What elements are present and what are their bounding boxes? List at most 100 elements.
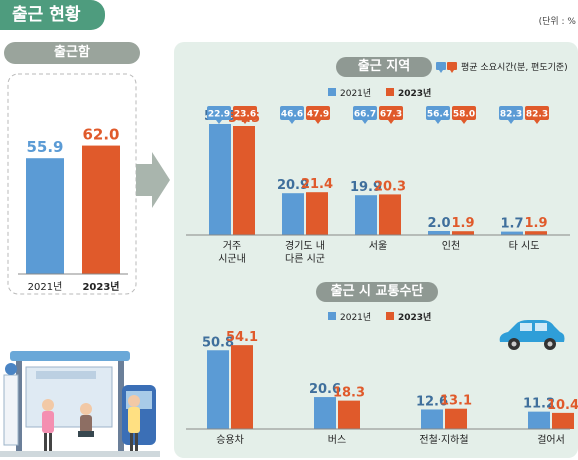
- tick-label-0: 승용차: [216, 434, 244, 446]
- bar-2-0: [421, 409, 443, 429]
- data-label-4-1: 1.9: [524, 216, 547, 231]
- avg-time-pointer-2-0: [362, 120, 368, 124]
- avg-time-value-1-0: 46.6: [281, 110, 303, 120]
- data-label-0: 55.9: [26, 138, 63, 156]
- legend-label-0: 2021년: [340, 88, 371, 99]
- data-label-3-0: 2.0: [427, 216, 450, 231]
- bar-2-1: [445, 408, 467, 429]
- unit-label: (단위 : %: [538, 17, 576, 27]
- bar-4-0: [501, 231, 523, 235]
- bus-stop-illustration: [0, 351, 160, 457]
- tick-label-0: 2021년: [28, 281, 63, 293]
- avg-time-badge-3-0: [426, 106, 450, 120]
- transport-title: 출근 시 교통수단: [316, 282, 438, 302]
- avg-time-legend-2021-icon: [436, 62, 446, 70]
- avg-time-badge-0-1: [233, 106, 257, 120]
- data-label-3-0: 11.2: [523, 397, 555, 412]
- avg-time-pointer-0-1: [242, 120, 248, 124]
- bar-2-1: [379, 194, 401, 235]
- avg-time-badge-3-1: [452, 106, 476, 120]
- legend-label-1: 2023년: [398, 87, 431, 99]
- avg-time-badge-1-1: [306, 106, 330, 120]
- data-label-1-0: 20.6: [309, 382, 341, 397]
- dashed-frame: [7, 73, 137, 295]
- avg-time-value-2-1: 67.3: [380, 110, 402, 120]
- tick-label-2: 전철·지하철: [419, 433, 468, 446]
- bar-0-0: [207, 350, 229, 429]
- page-title: 출근 현황: [0, 0, 105, 30]
- car-icon: [499, 320, 565, 350]
- commute-total-chart: 55.9 2021년 62.0 2023년: [7, 73, 137, 295]
- avg-time-value-3-1: 58.0: [453, 110, 475, 120]
- data-label-4-0: 1.7: [500, 217, 523, 232]
- tick-label-1: 2023년: [82, 280, 119, 293]
- legend-label-0: 2021년: [340, 312, 371, 323]
- avg-time-value-0-1: 23.6: [234, 110, 256, 120]
- data-label-1-1: 21.4: [301, 177, 333, 192]
- avg-time-badge-2-0: [353, 106, 377, 120]
- arrow-right-icon: [136, 152, 170, 208]
- bar-1: [82, 145, 120, 274]
- bar-1-0: [282, 193, 304, 235]
- avg-time-pointer-2-1: [388, 120, 394, 124]
- data-label-3-1: 1.9: [451, 216, 474, 231]
- data-label-2-1: 13.1: [440, 394, 472, 409]
- data-label-1-1: 18.3: [333, 386, 365, 401]
- legend-label-1: 2023년: [398, 311, 431, 323]
- bar-4-1: [525, 231, 547, 235]
- avg-time-value-4-0: 82.3: [500, 110, 522, 120]
- avg-time-legend: 평균 소요시간(분, 편도기준): [436, 61, 568, 73]
- bar-1-1: [306, 192, 328, 235]
- tick-label-3: 걸어서: [537, 433, 565, 446]
- avg-time-pointer-1-0: [289, 120, 295, 124]
- legend-swatch-0: [328, 88, 336, 96]
- tick-label-1: 버스: [328, 434, 346, 446]
- avg-time-pointer-0-0: [216, 120, 222, 124]
- bar-1-0: [314, 397, 336, 429]
- tick-label-1-1: 다른 시군: [285, 253, 325, 265]
- avg-time-legend-2023-icon: [447, 62, 457, 70]
- tick-label-2: 서울: [369, 240, 387, 252]
- data-label-1: 62.0: [82, 126, 119, 144]
- avg-time-pointer-1-1: [315, 120, 321, 124]
- region-title: 출근 지역: [336, 57, 432, 77]
- tick-label-1-0: 경기도 내: [285, 239, 325, 252]
- legend-swatch-1: [386, 88, 394, 96]
- legend-swatch-1: [386, 312, 394, 320]
- tick-label-0-0: 거주: [223, 240, 241, 252]
- data-label-0-1: 54.1: [226, 330, 258, 345]
- bar-0-0: [209, 124, 231, 235]
- avg-time-value-2-0: 66.7: [354, 110, 376, 120]
- tick-label-3: 인천: [442, 240, 460, 252]
- avg-time-badge-0-0: [207, 106, 231, 120]
- commute-total-title: 출근함: [4, 42, 140, 64]
- transport-chart: 2021년 2023년 50.854.1 승용차 20.618.3 버스 12.613.1 전…: [186, 311, 578, 446]
- bar-2-0: [355, 195, 377, 235]
- region-chart: 2021년2023년55.554.5거주시군내22.923.620.921.4경…: [186, 87, 570, 265]
- bar-0-1: [233, 126, 255, 235]
- avg-time-legend-label: 평균 소요시간(분, 편도기준): [461, 61, 568, 73]
- avg-time-value-0-0: 22.9: [208, 110, 230, 120]
- tick-label-4: 타 시도: [509, 240, 540, 252]
- avg-time-badge-4-0: [499, 106, 523, 120]
- legend-swatch-0: [328, 312, 336, 320]
- data-label-1-0: 20.9: [277, 178, 309, 193]
- tick-label-0-1: 시군내: [218, 253, 246, 265]
- avg-time-value-1-1: 47.9: [307, 110, 329, 120]
- bar-3-1: [452, 231, 474, 235]
- data-label-2-0: 19.9: [350, 180, 382, 195]
- bar-0: [26, 158, 64, 274]
- avg-time-value-3-0: 56.4: [427, 110, 449, 120]
- avg-time-badge-2-1: [379, 106, 403, 120]
- bar-3-0: [528, 411, 550, 429]
- data-label-2-1: 20.3: [374, 179, 406, 194]
- avg-time-badge-1-0: [280, 106, 304, 120]
- bar-0-1: [231, 345, 253, 429]
- data-label-0-0: 50.8: [202, 335, 234, 350]
- avg-time-value-4-1: 82.3: [526, 110, 548, 120]
- avg-time-pointer-3-1: [461, 120, 467, 124]
- bar-3-0: [428, 231, 450, 235]
- avg-time-badge-4-1: [525, 106, 549, 120]
- avg-time-pointer-3-0: [435, 120, 441, 124]
- data-label-3-1: 10.4: [547, 398, 578, 413]
